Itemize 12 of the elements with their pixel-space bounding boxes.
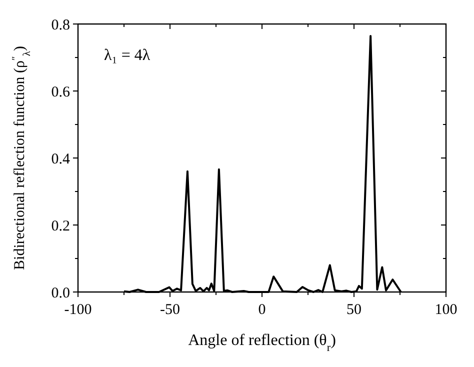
text: 0.0 — [51, 285, 70, 302]
y-tick-label: 0.2 — [51, 218, 70, 234]
x-tick-label: 0 — [258, 302, 266, 318]
x-tick-label: -50 — [160, 302, 180, 318]
x-tick-label: -100 — [64, 302, 92, 318]
y-tick-label: 0.8 — [51, 17, 70, 34]
x-tick-label: 50 — [346, 302, 362, 318]
annotation: λ₁ = 4λ — [104, 47, 150, 64]
y-tick-label: 0.4 — [51, 151, 70, 168]
x-tick-label: 100 — [434, 302, 458, 318]
x-axis-title: Angle of reflection (θ$_{r}$) — [188, 332, 336, 354]
y-tick-label: 0.6 — [51, 84, 70, 100]
